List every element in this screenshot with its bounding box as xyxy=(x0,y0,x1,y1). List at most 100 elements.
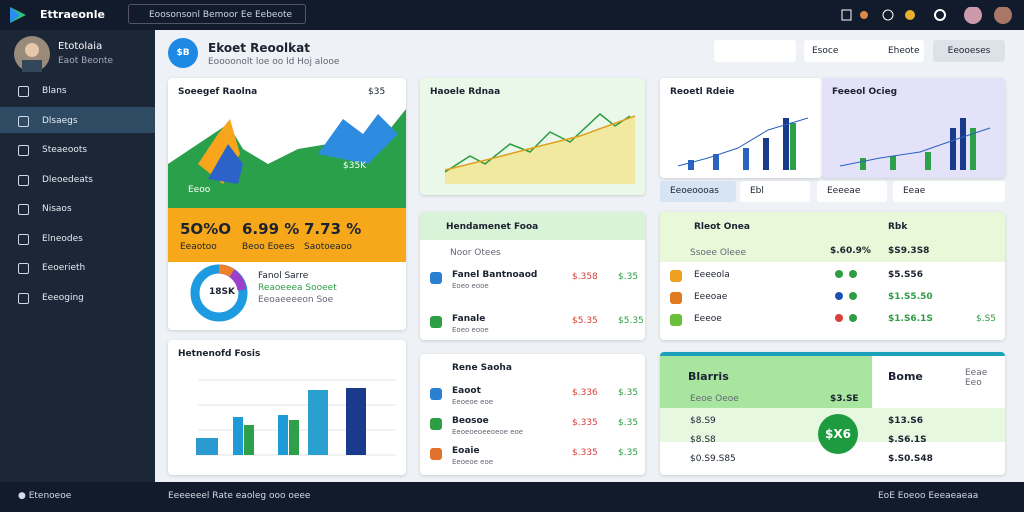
card-title: Hendamenet Fooa xyxy=(446,222,539,232)
search-text: Esoce xyxy=(812,46,839,56)
row-note: Eeoeoeoeeoeoe eoe xyxy=(452,428,524,436)
area-chart xyxy=(168,109,406,208)
header-subtitle: Eoooonolt loe oo ld Hoj alooe xyxy=(208,57,340,67)
row-dots xyxy=(835,314,843,322)
header-badge: $B xyxy=(168,38,198,68)
row-change: $5.35 xyxy=(618,316,644,326)
tab[interactable]: Eeeeae xyxy=(817,181,887,202)
card-subtitle: Ssoee Oleee xyxy=(690,248,747,258)
row-change: $.35 xyxy=(618,388,639,398)
footer-right: EoE Eoeoo Eeeaeaeaa xyxy=(878,491,979,501)
nav-icon xyxy=(18,263,29,274)
avatar xyxy=(14,36,50,72)
nav-item[interactable]: Eeeoging xyxy=(16,287,146,309)
bar-chart xyxy=(196,379,396,456)
row-change: $.35 xyxy=(618,272,639,282)
side-title: Bome xyxy=(888,370,923,383)
header-button[interactable]: Eeooeses xyxy=(933,40,1005,62)
card-header xyxy=(660,356,872,408)
footer-center: Eeeeeeel Rate eaoleg ooo oeee xyxy=(168,491,311,501)
card-header xyxy=(660,212,1005,262)
card-title: Reoetl Rdeie xyxy=(670,87,735,97)
row-icon xyxy=(670,314,682,326)
nav-item[interactable]: Blans xyxy=(16,80,146,102)
tab[interactable]: Ebl xyxy=(740,181,810,202)
list-card: Hendamenet Fooa Noor Otees Fanel Bantnoa… xyxy=(420,212,645,340)
row-name: Eeeoae xyxy=(694,292,728,302)
row-name: Eaoot xyxy=(452,386,481,396)
nav-item[interactable]: Nisaos xyxy=(16,198,146,220)
mini-chart xyxy=(677,117,809,170)
side-note: Eeae Eeo xyxy=(965,368,988,388)
donut xyxy=(190,264,248,322)
toolbar-icons xyxy=(841,7,1012,24)
tab[interactable]: Eeae xyxy=(893,181,1005,202)
row-value: $8.S9 xyxy=(690,416,716,426)
header-search[interactable]: Esoce Eheote xyxy=(804,40,924,62)
row-value: $1.S5.50 xyxy=(888,292,933,302)
balance-label: Eeoe Oeoe xyxy=(690,394,739,404)
nav-icon xyxy=(18,145,29,156)
row-value: $.S0.S48 xyxy=(888,454,933,464)
nav-icon xyxy=(18,86,29,97)
stat-value: 7.73 % xyxy=(304,220,362,238)
card-header xyxy=(420,212,645,240)
row-value: $.335 xyxy=(572,418,598,428)
row-note: Eoeo eooe xyxy=(452,326,489,334)
row-value: $.358 xyxy=(572,272,598,282)
row-icon xyxy=(430,272,442,284)
search-box[interactable]: Eoosonsonl Bemoor Ee Eebeote xyxy=(128,4,306,24)
row-change: $.35 xyxy=(618,448,639,458)
list-header: Noor Otees xyxy=(450,248,501,258)
row-value: $.S6.1S xyxy=(888,435,927,445)
side-value: $S9.3S8 xyxy=(888,246,930,256)
stats-strip xyxy=(168,208,406,262)
card-title: Haoele Rdnaa xyxy=(430,87,501,97)
row-value: $13.S6 xyxy=(888,416,923,426)
stat-label: Beoo Eoees xyxy=(242,242,295,252)
chart-label: Eeoo xyxy=(188,185,211,195)
row-icon xyxy=(430,448,442,460)
nav-item[interactable]: Dleoedeats xyxy=(16,169,146,191)
card-title: Hetnenofd Fosis xyxy=(178,349,261,359)
row-dots xyxy=(835,292,843,300)
nav-icon xyxy=(18,174,29,186)
row-icon xyxy=(430,316,442,328)
badge-circle: $X6 xyxy=(818,414,858,454)
card-value: $35 xyxy=(368,87,386,97)
card-title: Rleot Onea xyxy=(694,222,750,232)
row-note: Eoeo eooe xyxy=(452,282,489,290)
balance-value: $3.SE xyxy=(830,394,859,404)
footer-left-text: Etenoeoe xyxy=(28,491,72,501)
header-input[interactable] xyxy=(714,40,796,62)
bar-card: Hetnenofd Fosis xyxy=(168,340,406,475)
tab[interactable]: Eeoeoooas xyxy=(660,181,736,202)
nav-item[interactable]: Steaeoots xyxy=(16,139,146,161)
row-value: $.335 xyxy=(572,448,598,458)
legend-entry: Fanol Sarre xyxy=(258,271,309,281)
card-title: Rene Saoha xyxy=(452,363,512,373)
filter-text: Eheote xyxy=(888,46,920,56)
row-icon xyxy=(670,292,682,304)
chart-value: $35K xyxy=(343,161,367,171)
row-note: Eeoeoe eoe xyxy=(452,458,494,466)
card-title: Feeeol Ocieg xyxy=(832,87,898,97)
card-title: Soeegef Raolna xyxy=(178,87,258,97)
side-title: Rbk xyxy=(888,222,908,232)
orders-card: Rleot Onea Ssoee Oleee $.60.9% Rbk $S9.3… xyxy=(660,212,1005,340)
rene-card: Rene Saoha Eaoot Eeoeoe eoe $.336 $.35 Beoso… xyxy=(420,354,645,475)
logo xyxy=(10,7,26,23)
row-note: Eeoeoe eoe xyxy=(452,398,494,406)
row-name: Eeeeola xyxy=(694,270,730,280)
header-title: Ekoet Reoolkat xyxy=(208,41,310,55)
nav-item[interactable]: Elneodes xyxy=(16,228,146,250)
row-icon xyxy=(670,270,682,282)
nav-icon xyxy=(18,292,29,304)
row-name: Fanel Bantnoaod xyxy=(452,270,538,280)
row-value: $0.S9.S85 xyxy=(690,454,736,464)
nav-item[interactable]: Dlsaegs xyxy=(16,110,146,132)
nav-icon xyxy=(18,115,29,127)
user-name: Etotolaia xyxy=(58,41,103,52)
nav-item[interactable]: Eeoerieth xyxy=(16,257,146,279)
